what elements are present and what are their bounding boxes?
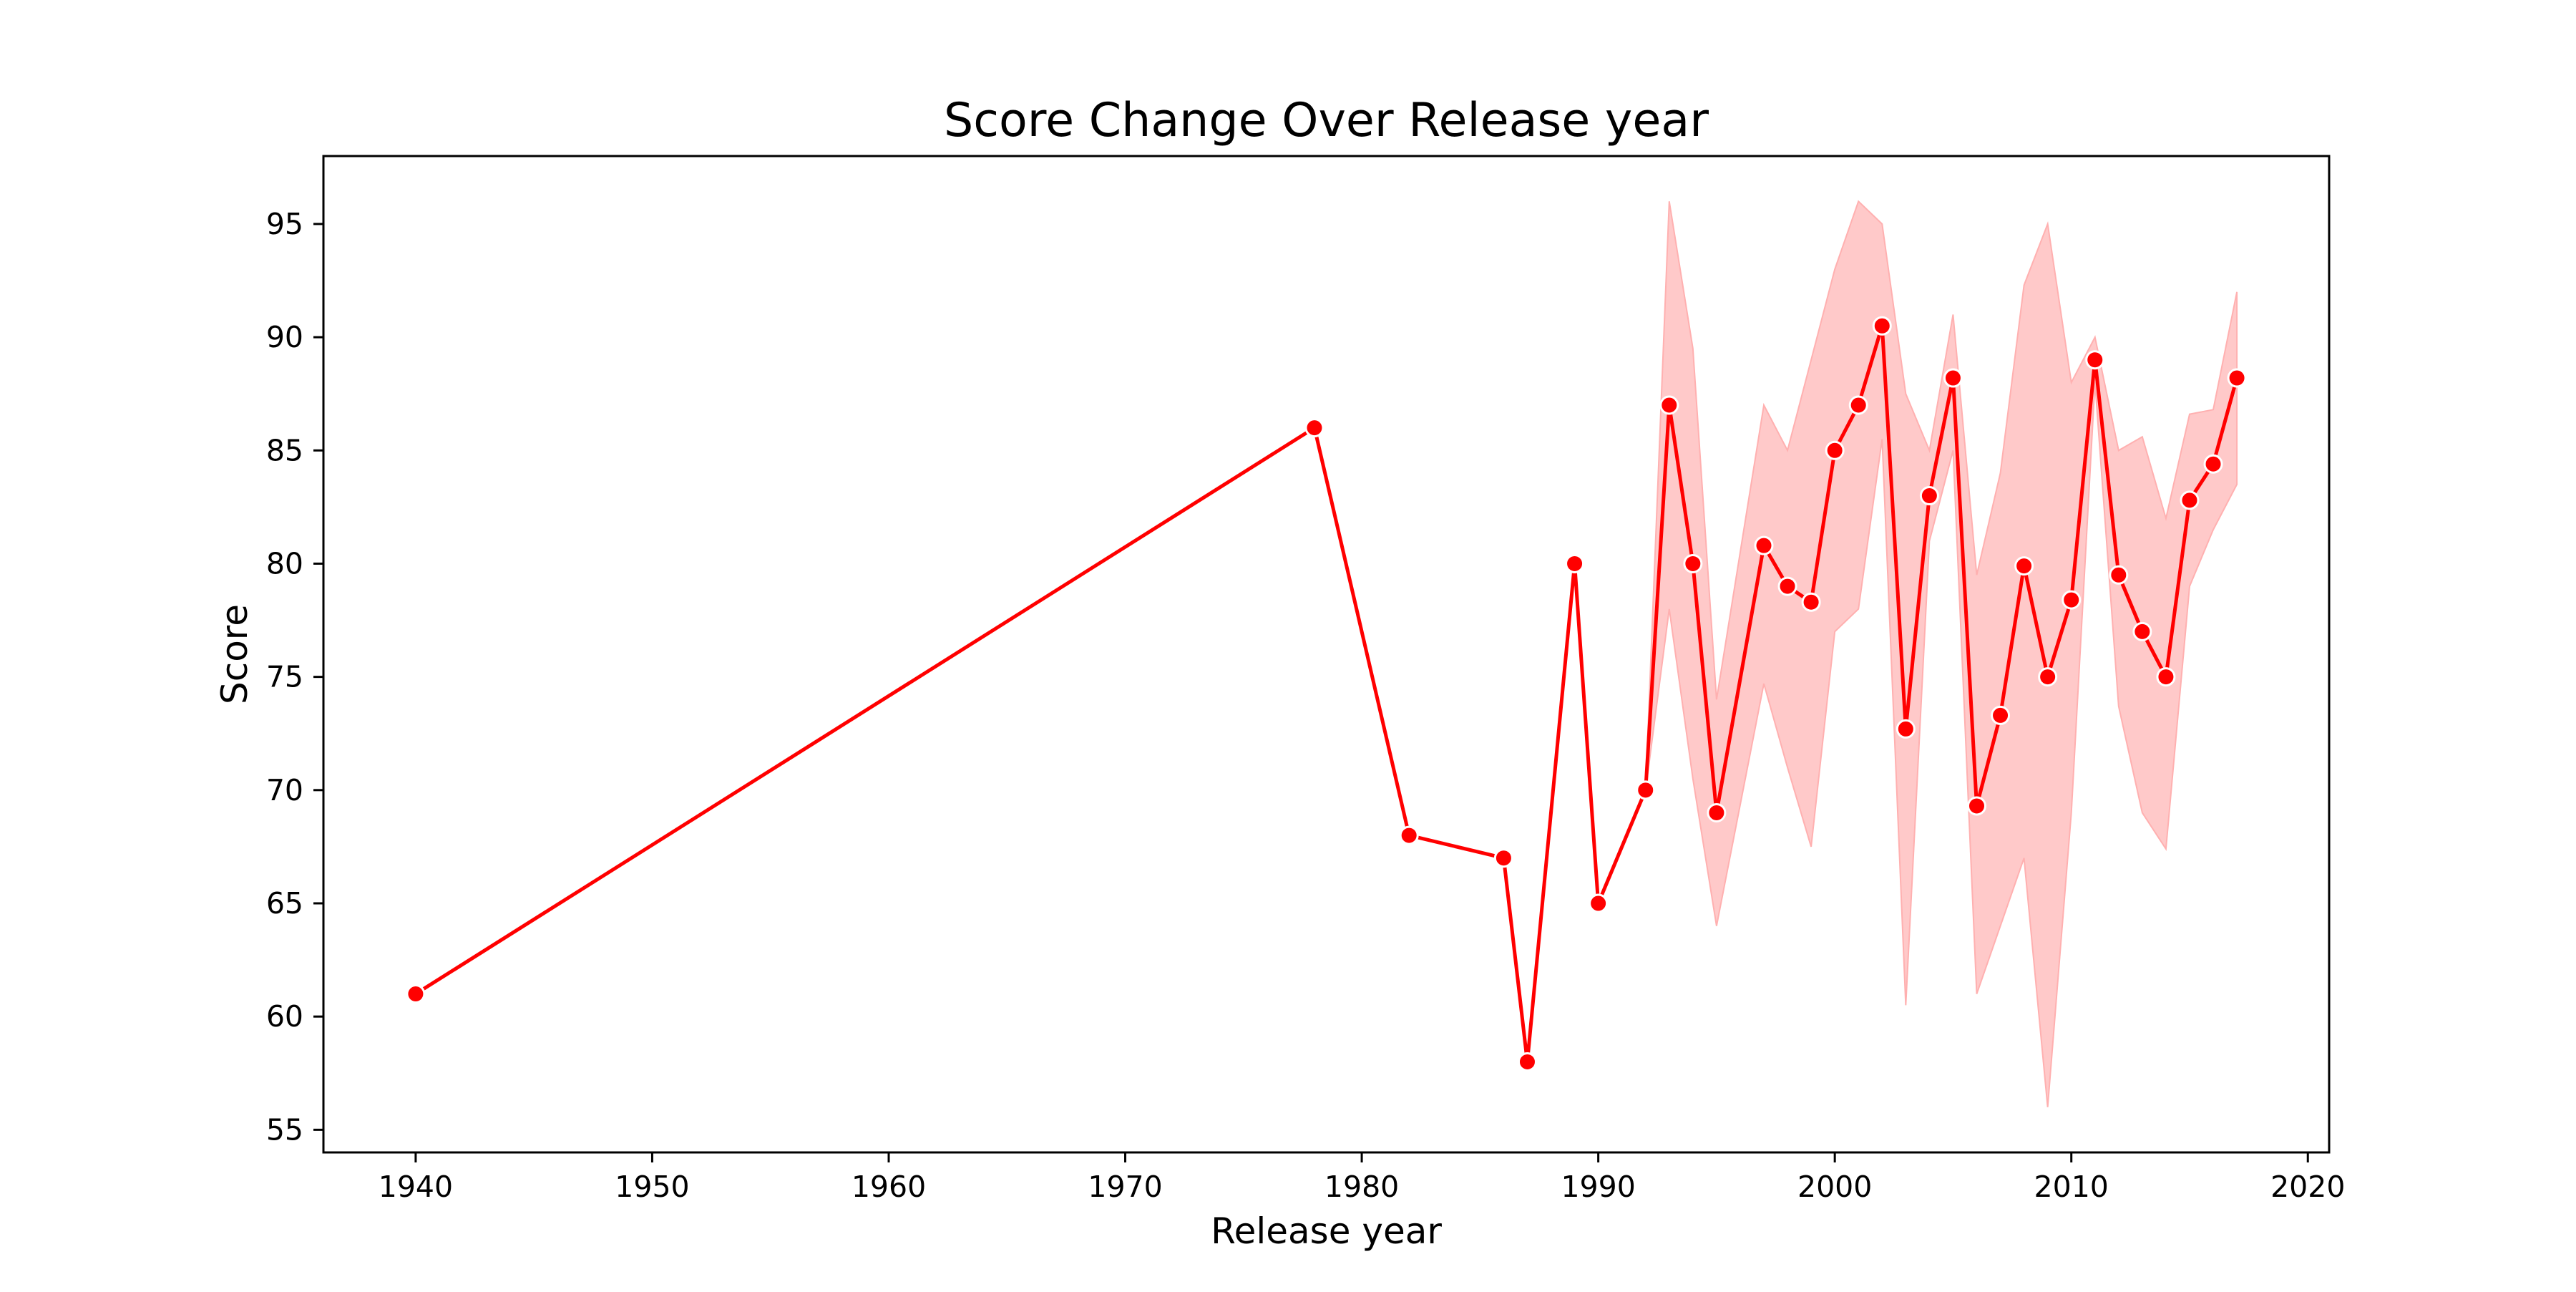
data-point — [1991, 705, 2011, 725]
data-point — [1565, 553, 1585, 573]
data-point — [2109, 565, 2129, 585]
data-point — [1636, 780, 1656, 800]
data-point — [2132, 621, 2152, 641]
data-point — [1754, 535, 1774, 555]
data-point — [1825, 440, 1845, 460]
confidence-band-layer — [415, 200, 2238, 1107]
y-tick-label: 90 — [266, 320, 303, 354]
data-point — [2038, 667, 2058, 687]
chart-title: Score Change Over Release year — [944, 94, 1709, 147]
data-point — [1943, 368, 1963, 388]
x-tick-label: 2000 — [1797, 1170, 1872, 1204]
y-tick-label: 95 — [266, 207, 303, 241]
x-tick-label: 2020 — [2270, 1170, 2345, 1204]
data-point — [1966, 796, 1986, 816]
x-tick-label: 1960 — [852, 1170, 926, 1204]
x-tick-label: 2010 — [2034, 1170, 2109, 1204]
data-point — [1493, 848, 1513, 868]
data-point — [2014, 556, 2034, 576]
x-tick-label: 1940 — [379, 1170, 453, 1204]
x-tick-label: 1970 — [1088, 1170, 1162, 1204]
y-tick-label: 70 — [266, 773, 303, 807]
x-axis-label: Release year — [1211, 1210, 1442, 1252]
y-axis-ticks: 55 60 65 70 75 80 85 90 95 — [266, 207, 323, 1147]
data-point — [2227, 368, 2247, 388]
data-point — [2062, 590, 2082, 610]
x-axis-ticks: 1940 1950 1960 1970 1980 1990 2000 2010 2020 — [379, 1152, 2345, 1204]
data-point — [1919, 486, 1939, 506]
data-point — [1872, 316, 1892, 336]
data-point — [2156, 667, 2176, 687]
data-point — [2085, 350, 2105, 370]
data-point — [2203, 454, 2223, 474]
series-line-layer — [414, 324, 2239, 1064]
y-axis-label: Score — [214, 604, 255, 704]
y-tick-label: 60 — [266, 999, 303, 1034]
y-tick-label: 85 — [266, 433, 303, 467]
data-point — [1848, 395, 1868, 415]
data-point — [1896, 719, 1916, 739]
x-tick-label: 1980 — [1324, 1170, 1399, 1204]
data-point — [1304, 418, 1324, 438]
data-point — [1589, 893, 1609, 913]
data-point — [1707, 802, 1727, 822]
data-point — [2180, 490, 2200, 510]
series-marker-layer — [406, 316, 2247, 1072]
data-point — [1399, 825, 1419, 845]
x-tick-label: 1950 — [615, 1170, 689, 1204]
data-point — [1683, 553, 1703, 573]
x-tick-label: 1990 — [1561, 1170, 1635, 1204]
y-tick-label: 75 — [266, 660, 303, 694]
data-point — [1517, 1051, 1537, 1072]
y-tick-label: 80 — [266, 546, 303, 581]
confidence-band — [415, 200, 2238, 1107]
series-line — [414, 324, 2239, 1064]
y-tick-label: 65 — [266, 886, 303, 921]
data-point — [1777, 576, 1797, 596]
data-point — [1659, 395, 1679, 415]
plot-frame — [322, 155, 2331, 1154]
y-tick-label: 55 — [266, 1112, 303, 1147]
data-point — [406, 984, 426, 1004]
data-point — [1801, 592, 1821, 612]
